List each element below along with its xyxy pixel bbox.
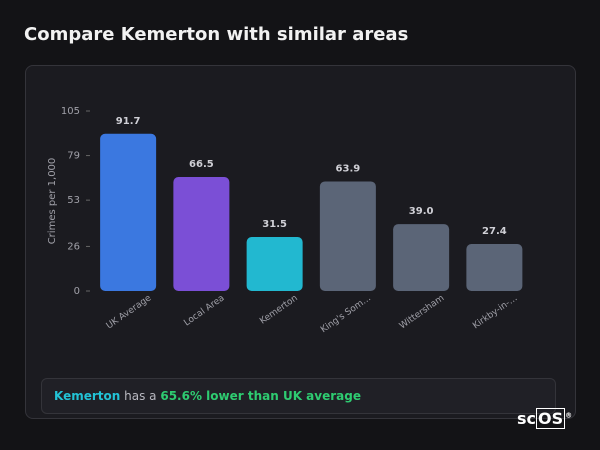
area-name: Kemerton (54, 389, 121, 403)
y-tick-label: 26 (67, 241, 80, 252)
bar (246, 237, 303, 291)
y-tick-label: 79 (67, 151, 80, 162)
page-title: Compare Kemerton with similar areas (24, 24, 409, 45)
value-label: 91.7 (116, 116, 141, 127)
value-label: 31.5 (262, 219, 287, 230)
logo: sc OS ® (517, 408, 573, 429)
bar (393, 224, 450, 291)
y-tick-label: 53 (67, 195, 80, 206)
y-tick-label: 105 (61, 106, 80, 117)
x-tick-label: UK Average (105, 293, 154, 331)
value-label: 39.0 (409, 206, 434, 217)
x-tick-label: Kemerton (258, 293, 300, 326)
value-label: 63.9 (336, 163, 361, 174)
bar (100, 133, 157, 291)
x-tick-label: King's Som… (319, 293, 373, 335)
logo-mark: ® (565, 411, 573, 420)
bar (319, 181, 376, 291)
logo-prefix: sc (517, 409, 537, 428)
comparison-note: Kemerton has a 65.6% lower than UK avera… (41, 378, 556, 414)
x-tick-label: Local Area (182, 293, 226, 328)
logo-suffix: OS (536, 408, 566, 429)
note-highlight: 65.6% lower than UK average (160, 389, 361, 403)
x-tick-label: Kirkby-in-… (471, 293, 519, 331)
value-label: 27.4 (482, 226, 507, 237)
y-axis-label: Crimes per 1,000 (47, 158, 58, 245)
x-tick-label: Wittersham (398, 293, 446, 331)
bar (173, 177, 230, 291)
value-label: 66.5 (189, 159, 214, 170)
y-tick-label: 0 (74, 286, 80, 297)
bar (466, 244, 523, 291)
note-text: has a (124, 389, 157, 403)
